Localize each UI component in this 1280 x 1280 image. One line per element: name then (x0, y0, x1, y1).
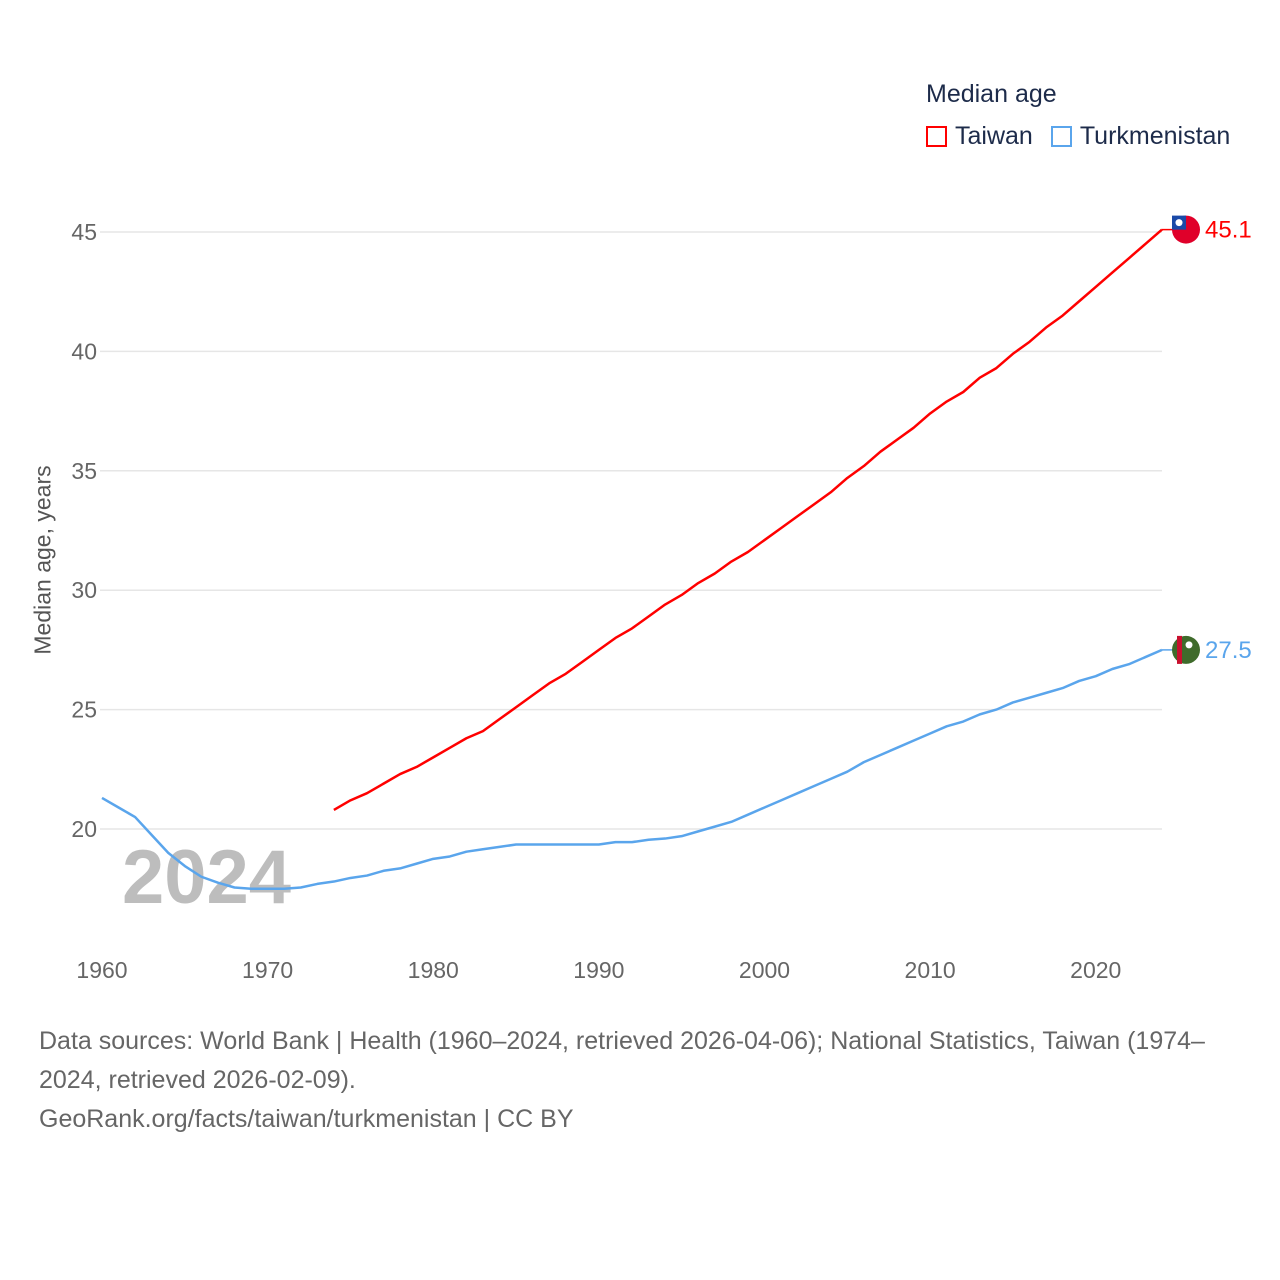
end-value-label: 45.1 (1205, 217, 1252, 244)
end-value-label: 27.5 (1205, 637, 1252, 664)
legend-item-turkmenistan[interactable]: Turkmenistan (1050, 122, 1231, 151)
y-tick-label: 25 (71, 697, 97, 723)
y-tick-label: 20 (71, 816, 97, 842)
x-tick-label: 1980 (408, 957, 459, 983)
legend-label: Taiwan (955, 122, 1033, 150)
x-tick-label: 2000 (739, 957, 790, 983)
x-tick-label: 2010 (905, 957, 956, 983)
x-tick-label: 1970 (242, 957, 293, 983)
turkmenistan-flag-stripe (1177, 635, 1182, 664)
y-tick-label: 45 (71, 219, 97, 245)
series-line-taiwan (333, 228, 1163, 811)
legend-title: Median age (926, 80, 1057, 108)
credit-link[interactable]: GeoRank.org/facts/taiwan/turkmenistan | … (39, 1105, 574, 1133)
x-tick-label: 1960 (76, 957, 127, 983)
y-axis-label: Median age, years (29, 465, 56, 655)
legend-swatch-turkmenistan (1050, 126, 1072, 147)
taiwan-flag-sun (1175, 219, 1183, 227)
legend-label: Turkmenistan (1079, 122, 1231, 150)
footer: Data sources: World Bank | Health (1960–… (39, 1022, 1249, 1139)
y-tick-label: 40 (71, 338, 97, 364)
legend-item-taiwan[interactable]: Taiwan (926, 122, 1033, 151)
y-tick-label: 35 (71, 458, 97, 484)
turkmenistan-flag-icon (1172, 635, 1200, 664)
x-tick-label: 2020 (1070, 957, 1121, 983)
legend-swatch-taiwan (926, 126, 947, 147)
series-line-turkmenistan (101, 648, 1163, 890)
turkmenistan-flag-crescent (1185, 641, 1193, 649)
data-sources: Data sources: World Bank | Health (1960–… (39, 1027, 1205, 1094)
x-tick-label: 1990 (573, 957, 624, 983)
legend: Taiwan Turkmenistan (926, 122, 1248, 151)
y-tick-label: 30 (71, 577, 97, 603)
